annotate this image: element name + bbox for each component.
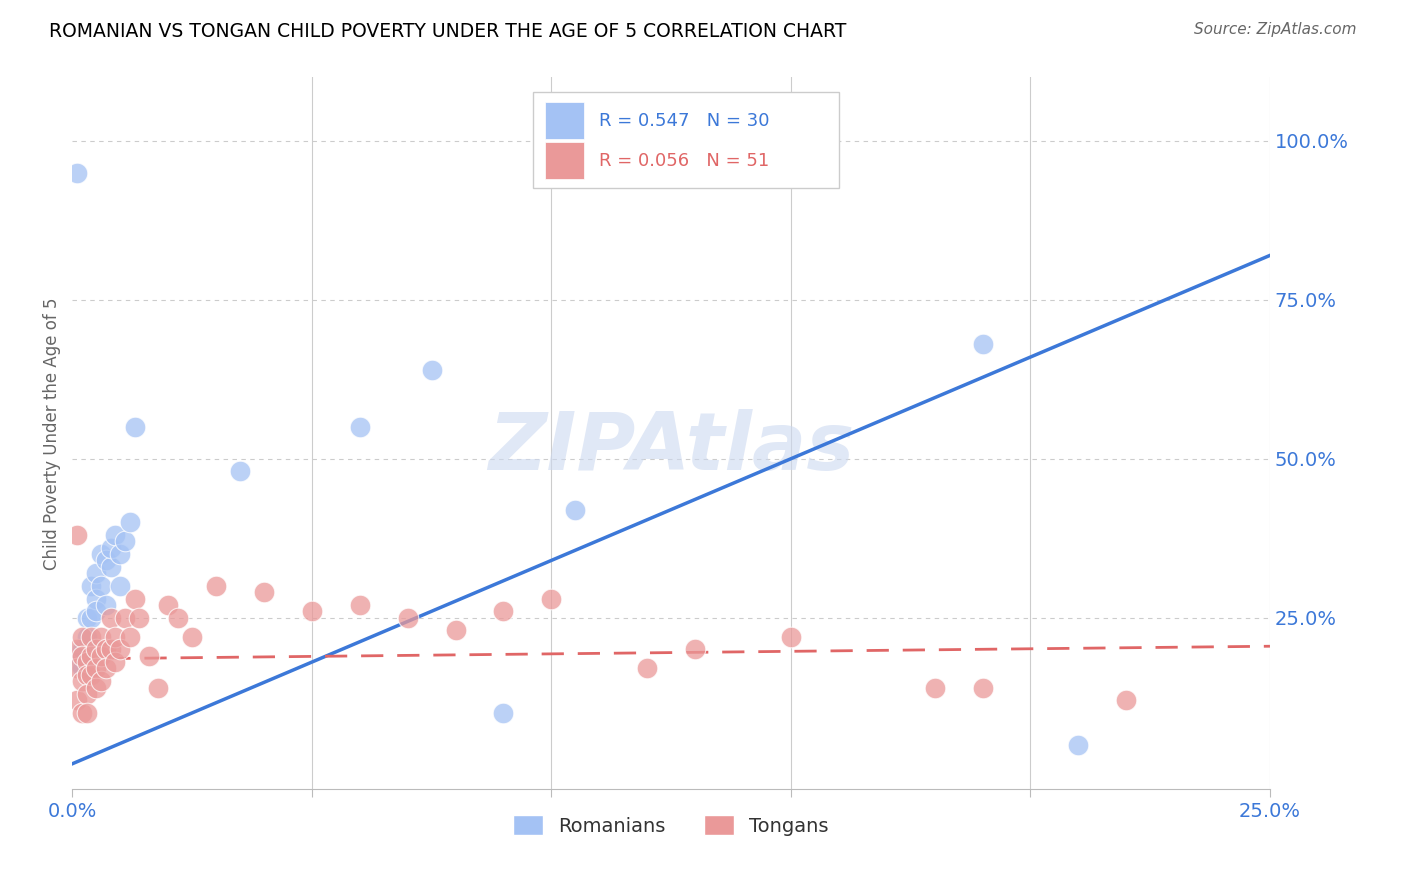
Point [80, 610, 103, 624]
Point [104, 630, 127, 644]
Point [84, 642, 107, 657]
Point [138, 648, 160, 663]
Point [70, 642, 93, 657]
Point [100, 642, 122, 657]
Point [972, 337, 994, 351]
Point [205, 579, 228, 593]
Point [80, 630, 103, 644]
Point [66, 655, 89, 669]
Point [84, 661, 107, 675]
Point [84, 604, 107, 618]
Point [253, 585, 276, 599]
Point [924, 681, 946, 695]
Point [301, 604, 323, 618]
Y-axis label: Child Poverty Under the Age of 5: Child Poverty Under the Age of 5 [44, 297, 60, 570]
Point [90, 674, 112, 689]
Point [104, 528, 127, 542]
Point [90, 579, 112, 593]
Point [70, 706, 93, 720]
Point [66, 166, 89, 180]
Point [70, 648, 93, 663]
Point [972, 681, 994, 695]
Point [76, 687, 98, 701]
Point [70, 630, 93, 644]
Point [90, 547, 112, 561]
Point [66, 642, 89, 657]
Point [114, 534, 136, 549]
Point [396, 610, 419, 624]
Point [118, 630, 141, 644]
FancyBboxPatch shape [546, 142, 583, 179]
Point [66, 661, 89, 675]
Point [540, 591, 562, 606]
FancyBboxPatch shape [533, 92, 839, 188]
Text: R = 0.547   N = 30: R = 0.547 N = 30 [599, 112, 769, 130]
Point [114, 610, 136, 624]
Point [100, 559, 122, 574]
Text: ZIPAtlas: ZIPAtlas [488, 409, 855, 486]
Point [76, 630, 98, 644]
Point [148, 681, 170, 695]
Point [90, 630, 112, 644]
Point [94, 553, 117, 567]
Point [90, 648, 112, 663]
Point [100, 610, 122, 624]
Point [104, 655, 127, 669]
Point [444, 624, 467, 638]
Point [128, 610, 150, 624]
Point [80, 648, 103, 663]
Point [84, 591, 107, 606]
Point [1115, 693, 1137, 707]
Text: R = 0.056   N = 51: R = 0.056 N = 51 [599, 152, 769, 169]
Legend: Romanians, Tongans: Romanians, Tongans [506, 807, 837, 844]
Point [70, 661, 93, 675]
Point [779, 630, 801, 644]
Point [76, 668, 98, 682]
Point [636, 661, 658, 675]
Point [118, 516, 141, 530]
Point [157, 598, 180, 612]
Point [492, 706, 515, 720]
Point [66, 528, 89, 542]
Point [229, 465, 252, 479]
Point [84, 681, 107, 695]
Point [66, 693, 89, 707]
Text: ROMANIAN VS TONGAN CHILD POVERTY UNDER THE AGE OF 5 CORRELATION CHART: ROMANIAN VS TONGAN CHILD POVERTY UNDER T… [49, 22, 846, 41]
Point [108, 547, 131, 561]
Point [166, 610, 188, 624]
Point [108, 642, 131, 657]
Point [420, 363, 443, 377]
Point [76, 706, 98, 720]
Point [84, 566, 107, 581]
Point [564, 502, 586, 516]
Point [80, 668, 103, 682]
Point [108, 579, 131, 593]
Point [94, 598, 117, 612]
Point [94, 642, 117, 657]
FancyBboxPatch shape [546, 103, 583, 139]
Point [1067, 738, 1090, 752]
Point [70, 674, 93, 689]
Point [349, 598, 371, 612]
Point [124, 420, 146, 434]
Point [94, 661, 117, 675]
Point [124, 591, 146, 606]
Point [80, 579, 103, 593]
Point [349, 420, 371, 434]
Point [181, 630, 204, 644]
Point [76, 610, 98, 624]
Point [683, 642, 706, 657]
Point [492, 604, 515, 618]
Point [76, 655, 98, 669]
Point [100, 541, 122, 555]
Text: Source: ZipAtlas.com: Source: ZipAtlas.com [1194, 22, 1357, 37]
